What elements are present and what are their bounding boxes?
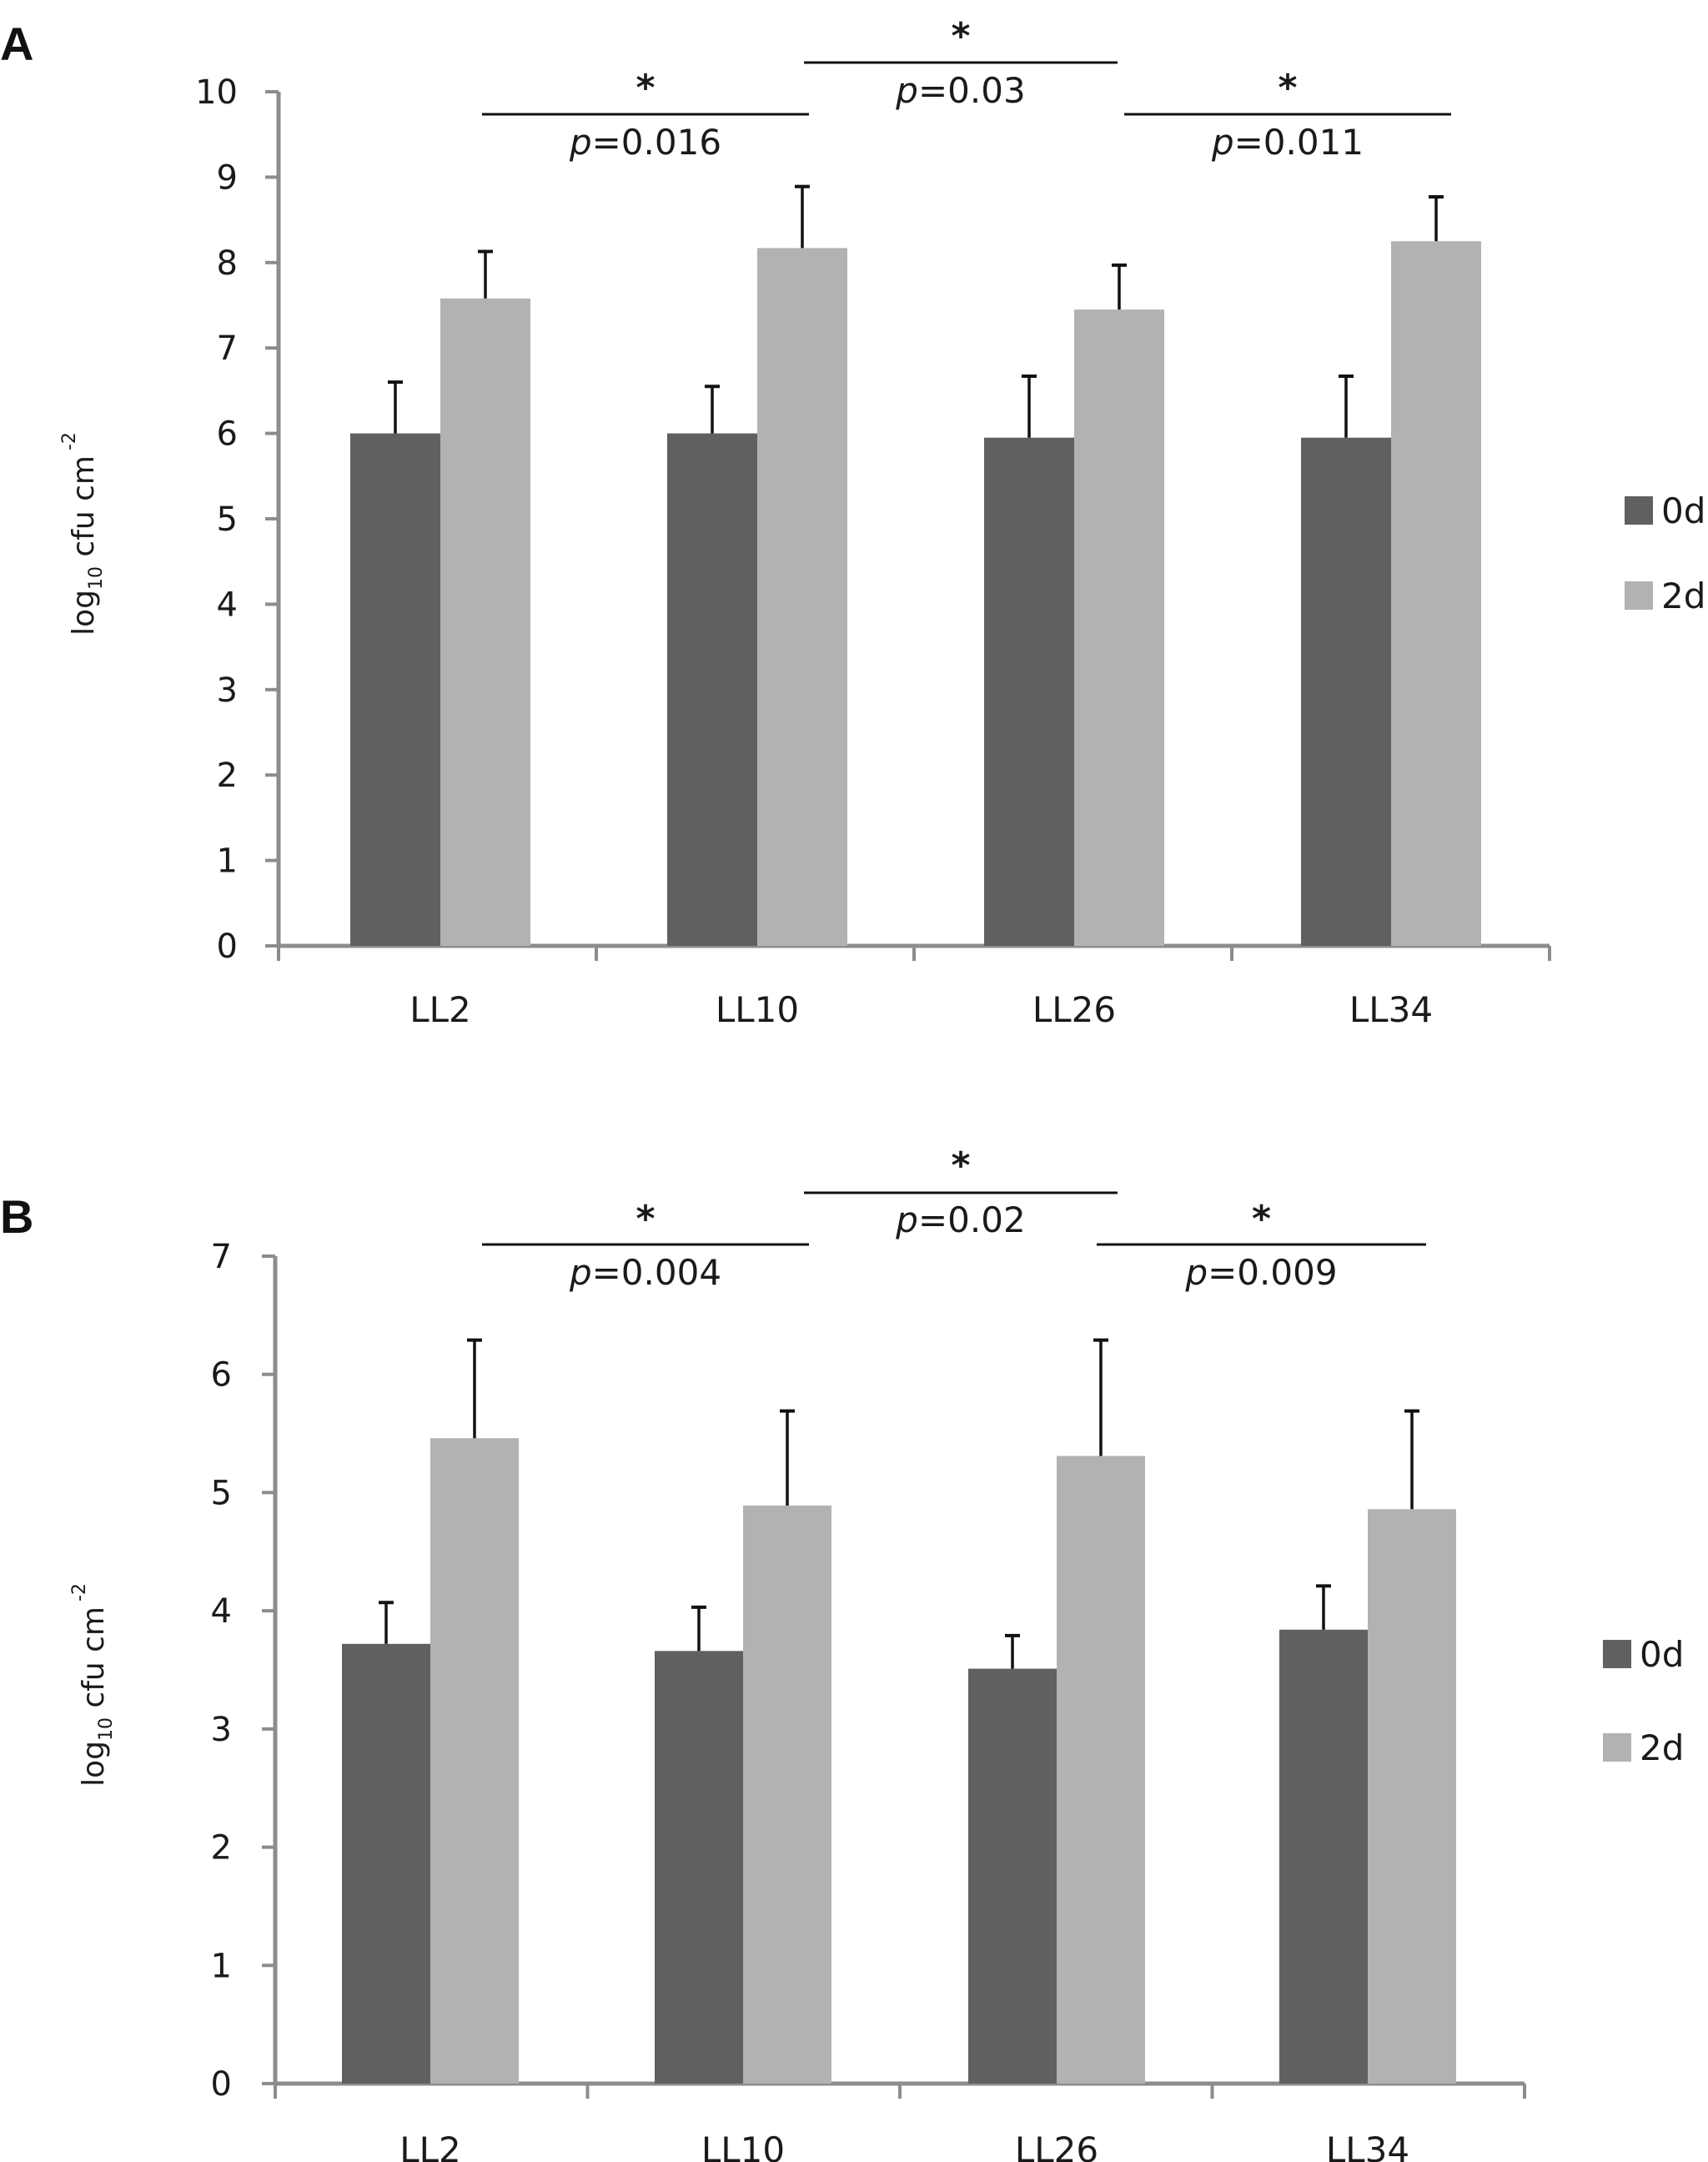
y-tick-label: 2 xyxy=(211,1829,232,1868)
y-tick-label: 6 xyxy=(211,1356,232,1395)
legend-label-2d: 2d xyxy=(1661,576,1705,616)
legend-swatch-0d xyxy=(1625,496,1653,525)
legend-label-2d: 2d xyxy=(1640,1727,1684,1768)
p-value-label: p=0.03 xyxy=(895,70,1025,111)
category-label: LL26 xyxy=(1015,2129,1098,2162)
legend-label-0d: 0d xyxy=(1640,1634,1684,1675)
bar-0d-LL34 xyxy=(1279,1629,1368,2084)
bar-0d-LL10 xyxy=(667,433,757,946)
p-value-label: p=0.009 xyxy=(1184,1252,1337,1293)
category-label: LL2 xyxy=(409,989,471,1030)
y-tick-label: 7 xyxy=(211,1238,232,1276)
category-label: LL2 xyxy=(399,2129,461,2162)
significance-star: * xyxy=(951,1144,970,1187)
panel-letter: A xyxy=(0,18,33,70)
y-tick-label: 7 xyxy=(217,329,238,368)
bar-2d-LL26 xyxy=(1074,309,1164,946)
bar-2d-LL2 xyxy=(440,298,530,947)
bar-0d-LL2 xyxy=(342,1643,430,2084)
panel-letter: B xyxy=(0,1190,33,1243)
y-tick-label: 1 xyxy=(211,1947,232,1985)
legend-label-0d: 0d xyxy=(1661,490,1705,531)
significance-star: * xyxy=(635,67,655,109)
p-value-label: p=0.011 xyxy=(1211,122,1364,163)
bar-2d-LL10 xyxy=(757,248,847,947)
significance-star: * xyxy=(1278,67,1297,109)
y-tick-label: 1 xyxy=(217,842,238,881)
y-tick-label: 2 xyxy=(217,757,238,795)
category-label: LL34 xyxy=(1349,989,1433,1030)
y-tick-label: 3 xyxy=(211,1711,232,1749)
p-value-label: p=0.004 xyxy=(569,1252,721,1293)
bar-2d-LL2 xyxy=(430,1438,519,2084)
bar-0d-LL34 xyxy=(1301,437,1391,946)
legend-swatch-2d xyxy=(1603,1733,1631,1762)
y-axis-label: log10 cfu cm-2 xyxy=(59,432,107,636)
bar-2d-LL34 xyxy=(1391,241,1481,946)
bar-0d-LL26 xyxy=(984,437,1074,946)
y-tick-label: 4 xyxy=(211,1592,232,1631)
y-tick-label: 10 xyxy=(195,73,238,112)
category-label: LL10 xyxy=(716,989,799,1030)
legend-swatch-0d xyxy=(1603,1640,1631,1668)
bar-0d-LL2 xyxy=(350,433,440,946)
bar-0d-LL10 xyxy=(655,1651,743,2084)
y-tick-label: 4 xyxy=(217,586,238,624)
legend-swatch-2d xyxy=(1625,581,1653,610)
p-value-label: p=0.016 xyxy=(569,122,721,163)
bar-0d-LL26 xyxy=(968,1668,1057,2084)
significance-star: * xyxy=(635,1198,655,1240)
bar-2d-LL26 xyxy=(1057,1456,1145,2084)
y-tick-label: 6 xyxy=(217,415,238,454)
bar-2d-LL34 xyxy=(1368,1509,1456,2084)
bar-2d-LL10 xyxy=(743,1506,831,2084)
y-tick-label: 5 xyxy=(211,1474,232,1512)
p-value-label: p=0.02 xyxy=(895,1199,1025,1240)
category-label: LL34 xyxy=(1326,2129,1409,2162)
panel-b: B 0 1 2 3 4 5 6 7 LL2 LL10 LL26 LL34 log10 cfu cm-2 0d… xyxy=(0,1144,1684,2162)
panel-a: A 0 1 2 3 4 5 6 7 8 9 10 LL2 LL10 LL26 LL34 log10 cfu cm… xyxy=(0,15,1705,1030)
y-tick-label: 3 xyxy=(217,671,238,710)
significance-star: * xyxy=(951,15,970,58)
y-tick-label: 0 xyxy=(217,928,238,966)
y-axis-label: log10 cfu cm-2 xyxy=(69,1583,117,1787)
y-tick-label: 8 xyxy=(217,244,238,283)
y-tick-label: 9 xyxy=(217,158,238,197)
category-label: LL10 xyxy=(701,2129,785,2162)
category-label: LL26 xyxy=(1032,989,1116,1030)
significance-star: * xyxy=(1252,1198,1271,1240)
y-tick-label: 0 xyxy=(211,2065,232,2104)
y-tick-label: 5 xyxy=(217,500,238,539)
